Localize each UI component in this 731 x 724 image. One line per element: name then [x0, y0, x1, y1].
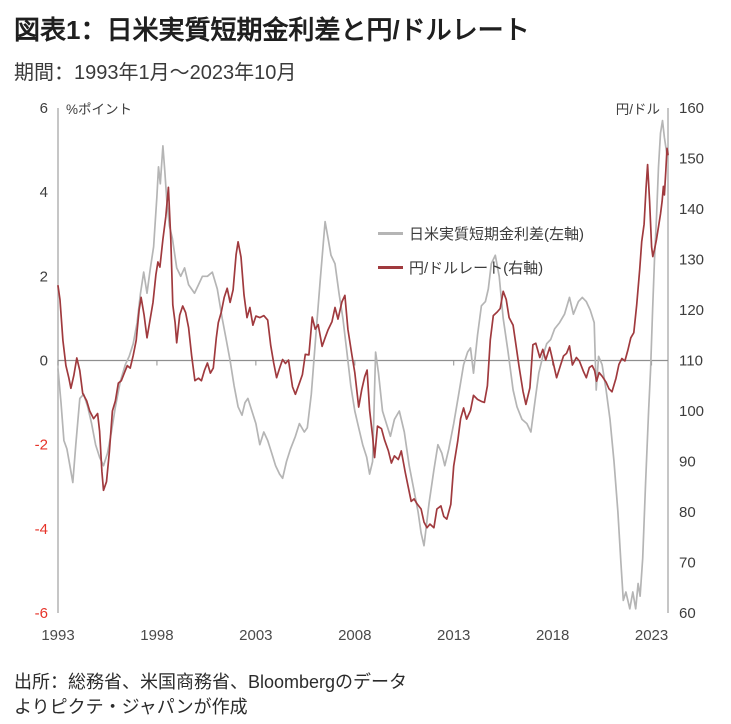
right-axis-tick-label: 150: [679, 151, 704, 168]
usd-jpy-rate-line: [57, 147, 669, 529]
right-axis-tick-label: 120: [679, 302, 704, 319]
left-axis-tick-label: 4: [40, 184, 48, 201]
right-axis-tick-label: 90: [679, 454, 696, 471]
legend-swatch-rate-differential: [378, 231, 403, 235]
right-axis-tick-label: 130: [679, 252, 704, 269]
right-axis-tick-label: 70: [679, 555, 696, 572]
x-axis-tick-label: 2013: [437, 627, 470, 644]
right-axis-tick-label: 100: [679, 403, 704, 420]
page-subtitle: 期間：1993年1月～2023年10月: [14, 62, 297, 84]
x-axis-tick-label: 2008: [338, 627, 371, 644]
right-axis-tick-label: 60: [679, 605, 696, 622]
left-axis-tick-label: -2: [35, 437, 48, 454]
chart: 1993 1998 2003 2008 2013 2018 2023 6 4 2 0 -2 -4 -6 16…: [0, 95, 731, 661]
right-axis-tick-label: 80: [679, 504, 696, 521]
legend-label: 円/ドルレート(右軸): [409, 259, 544, 277]
legend-swatch-usd-jpy-rate: [378, 265, 403, 269]
x-axis-tick-label: 2018: [536, 627, 569, 644]
legend-item-rate-differential: 日米実質短期金利差(左軸): [378, 224, 584, 243]
left-axis-tick-label: 6: [40, 100, 48, 117]
left-axis-tick-label: 0: [40, 353, 48, 370]
rate-differential-line: [57, 119, 669, 610]
right-axis-tick-label: 160: [679, 100, 704, 117]
legend-label: 日米実質短期金利差(左軸): [409, 225, 584, 243]
x-axis-tick-label: 2003: [239, 627, 272, 644]
x-axis-tick-label: 1993: [41, 627, 74, 644]
right-axis-tick-label: 140: [679, 201, 704, 218]
x-axis-tick-label: 1998: [140, 627, 173, 644]
legend-item-usd-jpy-rate: 円/ドルレート(右軸): [378, 258, 584, 277]
chart-canvas: 1993 1998 2003 2008 2013 2018 2023 6 4 2 0 -2 -4 -6 16…: [35, 100, 704, 644]
x-axis-tick-label: 2023: [635, 627, 668, 644]
page-title: 図表1：日米実質短期金利差と円/ドルレート: [14, 15, 530, 45]
left-axis-tick-label: -4: [35, 521, 48, 538]
source-line-2: よりピクテ・ジャパンが作成: [14, 697, 248, 717]
source-note: 出所：総務省、米国商務省、Bloombergのデータ よりピクテ・ジャパンが作成: [14, 670, 714, 720]
source-line-1: 出所：総務省、米国商務省、Bloombergのデータ: [14, 672, 408, 692]
left-axis-tick-label: -6: [35, 605, 48, 622]
left-axis-tick-label: 2: [40, 268, 48, 285]
legend: 日米実質短期金利差(左軸) 円/ドルレート(右軸): [378, 224, 584, 292]
right-axis-tick-label: 110: [679, 353, 703, 370]
right-axis-unit: 円/ドル: [616, 102, 660, 117]
left-axis-unit: %ポイント: [66, 102, 132, 117]
